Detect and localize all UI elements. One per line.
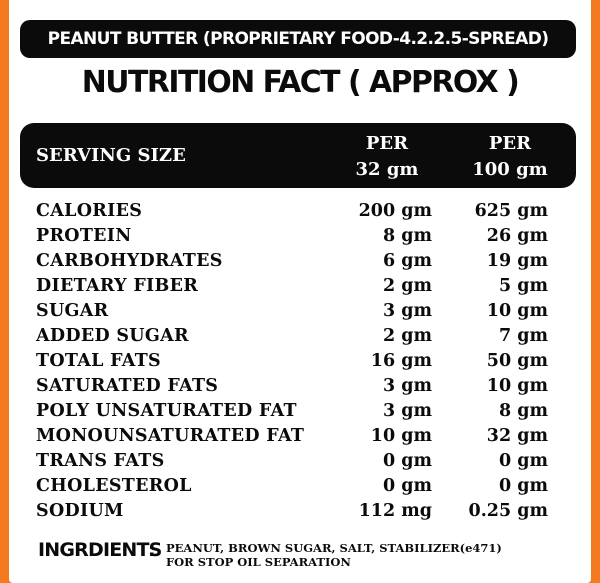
nutrition-label-card	[9, 0, 591, 583]
nutrient-name: PROTEIN	[36, 226, 132, 246]
nutrient-per-32: 0 gm	[382, 451, 432, 471]
nutrient-name: TOTAL FATS	[36, 351, 161, 371]
nutrient-name: CALORIES	[36, 201, 143, 221]
nutrient-name: ADDED SUGAR	[36, 326, 189, 346]
nutrient-row: SUGAR 3 gm 10 gm	[0, 299, 600, 324]
nutrient-row: TOTAL FATS 16 gm 50 gm	[0, 349, 600, 374]
nutrient-row: MONOUNSATURATED FAT 10 gm 32 gm	[0, 424, 600, 449]
nutrient-row: SATURATED FATS 3 gm 10 gm	[0, 374, 600, 399]
ingredients-line2: FOR STOP OIL SEPARATION	[166, 555, 351, 569]
nutrient-per-32: 3 gm	[382, 376, 432, 396]
nutrient-per-100: 7 gm	[498, 326, 548, 346]
nutrient-name: SUGAR	[36, 301, 109, 321]
nutrient-per-100: 8 gm	[498, 401, 548, 421]
nutrient-per-32: 6 gm	[382, 251, 432, 271]
nutrient-per-32: 2 gm	[382, 276, 432, 296]
nutrient-per-32: 10 gm	[370, 426, 432, 446]
nutrient-per-100: 50 gm	[486, 351, 548, 371]
nutrient-per-100: 10 gm	[486, 376, 548, 396]
nutrient-per-100: 10 gm	[486, 301, 548, 321]
per-32-line1: PER	[365, 133, 409, 154]
per-32-column-header: PER 32 gm	[332, 131, 442, 183]
table-header-bar: SERVING SIZE PER 32 gm PER 100 gm	[20, 123, 576, 188]
nutrient-per-32: 112 mg	[358, 501, 432, 521]
nutrient-name: SATURATED FATS	[36, 376, 219, 396]
nutrient-per-32: 8 gm	[382, 226, 432, 246]
nutrient-per-100: 5 gm	[498, 276, 548, 296]
nutrient-per-100: 0 gm	[498, 476, 548, 496]
ingredients-colon: :	[148, 539, 156, 561]
nutrient-row: SODIUM 112 mg 0.25 gm	[0, 499, 600, 524]
ingredients-label: INGRDIENTS	[38, 539, 162, 561]
nutrient-per-100: 32 gm	[486, 426, 548, 446]
nutrient-per-32: 16 gm	[370, 351, 432, 371]
nutrient-row: PROTEIN 8 gm 26 gm	[0, 224, 600, 249]
nutrient-name: SODIUM	[36, 501, 124, 521]
nutrient-row: DIETARY FIBER 2 gm 5 gm	[0, 274, 600, 299]
nutrient-per-100: 19 gm	[486, 251, 548, 271]
per-100-column-header: PER 100 gm	[455, 131, 565, 183]
nutrient-row: CALORIES 200 gm 625 gm	[0, 199, 600, 224]
nutrient-per-100: 0 gm	[498, 451, 548, 471]
nutrient-name: DIETARY FIBER	[36, 276, 199, 296]
nutrient-name: CHOLESTEROL	[36, 476, 192, 496]
nutrient-row: ADDED SUGAR 2 gm 7 gm	[0, 324, 600, 349]
nutrient-per-32: 3 gm	[382, 301, 432, 321]
nutrition-heading: NUTRITION FACT ( APPROX )	[81, 65, 520, 100]
ingredients-line1: PEANUT, BROWN SUGAR, SALT, STABILIZER(e4…	[166, 541, 502, 555]
nutrient-per-32: 0 gm	[382, 476, 432, 496]
nutrient-per-32: 3 gm	[382, 401, 432, 421]
nutrient-name: MONOUNSATURATED FAT	[36, 426, 305, 446]
ingredients-text: PEANUT, BROWN SUGAR, SALT, STABILIZER(e4…	[166, 541, 566, 569]
nutrient-name: CARBOHYDRATES	[36, 251, 223, 271]
per-32-line2: 32 gm	[355, 159, 419, 180]
per-100-line2: 100 gm	[472, 159, 548, 180]
nutrient-per-100: 625 gm	[474, 201, 548, 221]
nutrient-name: POLY UNSATURATED FAT	[36, 401, 297, 421]
nutrient-per-100: 0.25 gm	[468, 501, 548, 521]
nutrient-row: POLY UNSATURATED FAT 3 gm 8 gm	[0, 399, 600, 424]
product-title-bar: PEANUT BUTTER (PROPRIETARY FOOD-4.2.2.5-…	[20, 20, 576, 58]
nutrient-row: CARBOHYDRATES 6 gm 19 gm	[0, 249, 600, 274]
serving-size-label: SERVING SIZE	[36, 145, 186, 166]
nutrient-per-32: 2 gm	[382, 326, 432, 346]
nutrient-per-32: 200 gm	[358, 201, 432, 221]
nutrient-row: CHOLESTEROL 0 gm 0 gm	[0, 474, 600, 499]
nutrient-per-100: 26 gm	[486, 226, 548, 246]
nutrient-row: TRANS FATS 0 gm 0 gm	[0, 449, 600, 474]
nutrient-name: TRANS FATS	[36, 451, 165, 471]
per-100-line1: PER	[488, 133, 532, 154]
